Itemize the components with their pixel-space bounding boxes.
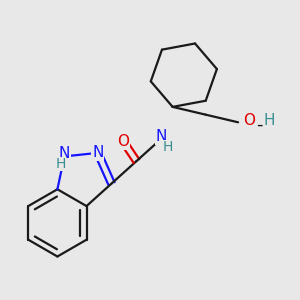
Text: -: - [256, 116, 263, 134]
Text: H: H [162, 140, 173, 154]
Text: H: H [56, 157, 66, 171]
Text: N: N [59, 146, 70, 160]
Text: O: O [243, 113, 255, 128]
Text: N: N [92, 146, 103, 160]
Text: H: H [263, 113, 275, 128]
Text: O: O [117, 134, 129, 149]
Text: N: N [156, 129, 167, 144]
